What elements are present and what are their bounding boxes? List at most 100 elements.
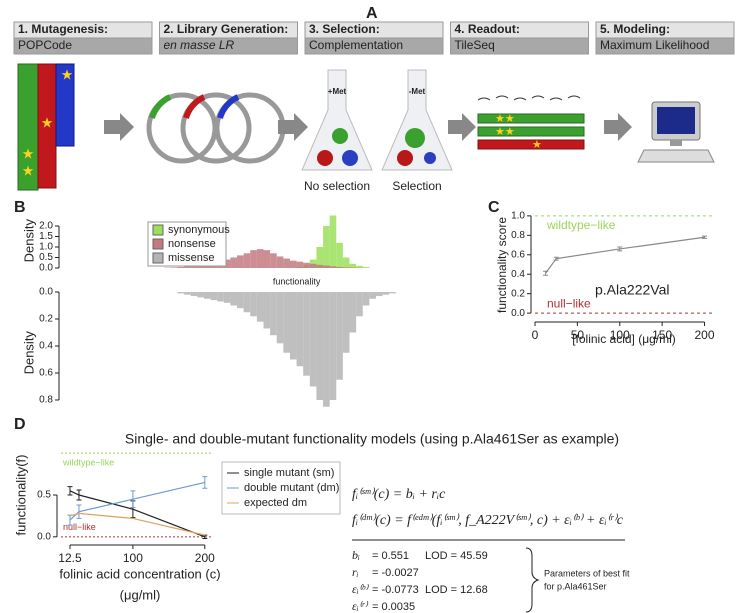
x-tick-label: 100 <box>123 551 143 565</box>
star: ★★ <box>495 113 515 125</box>
yeast <box>332 128 348 144</box>
histogram-bar <box>283 258 290 268</box>
histogram-bar <box>184 292 191 295</box>
step-title: 5. Modeling: <box>600 22 670 36</box>
keyboard <box>637 149 715 163</box>
histogram-bar <box>223 259 231 268</box>
histogram-bar <box>356 292 363 317</box>
histogram-bar <box>223 292 231 303</box>
histogram-bar <box>362 266 370 268</box>
legend-label: nonsense <box>168 238 216 250</box>
histogram-bar <box>237 255 244 268</box>
histogram-bar <box>283 292 290 353</box>
histogram-bar <box>296 292 304 367</box>
error-bar <box>130 490 136 509</box>
x-tick-label: 150 <box>652 328 672 342</box>
arrow <box>104 113 134 141</box>
legend-label: missense <box>168 252 214 264</box>
panel-label: D <box>14 416 26 433</box>
histogram-bar <box>329 292 337 400</box>
histogram-bar <box>362 292 370 306</box>
histogram-bar <box>329 266 337 268</box>
histogram-bar <box>336 266 343 268</box>
step-method <box>13 37 153 55</box>
histogram-bar <box>316 292 324 400</box>
histogram-bar <box>389 292 396 294</box>
histogram-bar <box>270 253 277 268</box>
series-line <box>69 481 205 521</box>
error-bar <box>553 256 559 261</box>
step-method <box>159 37 298 55</box>
series-line <box>69 512 205 536</box>
annotation: p.Ala222Val <box>595 282 669 298</box>
parameter-cell: = 0.0035 <box>372 601 415 613</box>
histogram-bar <box>342 257 350 268</box>
step-method <box>304 37 444 55</box>
histogram-bar <box>250 292 257 317</box>
read <box>477 113 585 124</box>
y-tick-label: 0.5 <box>37 490 51 501</box>
x-axis-label: folinic acid concentration (c) <box>59 566 220 581</box>
histogram-bar <box>309 292 317 387</box>
error-bar <box>617 246 623 252</box>
step-subtitle: Maximum Likelihood <box>600 38 709 52</box>
yeast <box>405 128 425 148</box>
histogram-bar <box>289 260 297 268</box>
histogram-bar <box>316 247 324 268</box>
x-axis-label: functionality <box>273 276 321 286</box>
error-bar <box>702 235 708 239</box>
chart-title: Single- and double-mutant functionality … <box>125 431 619 447</box>
step-title: 3. Selection: <box>309 22 380 36</box>
histogram-bar <box>184 266 191 268</box>
histogram-bar <box>369 292 376 299</box>
legend-label: synonymous <box>168 224 230 236</box>
histogram-bar <box>309 263 317 268</box>
histogram-bar <box>243 253 251 268</box>
parameter-cell: = -0.0773 <box>372 584 419 596</box>
histogram-bar <box>256 249 264 268</box>
histogram-bar <box>263 250 271 268</box>
flask-label: -Met <box>409 87 426 96</box>
panel-label: C <box>488 199 500 216</box>
parameter-cell: = -0.0027 <box>372 567 419 579</box>
histogram-bar <box>190 292 198 297</box>
reference-label: wildtype−like <box>546 218 616 232</box>
plasmid <box>180 92 252 164</box>
histogram-bar <box>203 292 211 299</box>
error-bar <box>76 504 82 519</box>
y-axis-label: Density <box>21 219 36 263</box>
error-bar <box>543 270 549 276</box>
step-method <box>595 37 735 55</box>
error-bar <box>202 476 208 489</box>
parameter-cell: rᵢ <box>352 565 359 579</box>
x-axis-label: [folinic acid] (μg/ml) <box>572 332 676 346</box>
y-axis-label: functionality score <box>495 217 509 313</box>
equation: fᵢ⁽ˢᵐ⁾(c) = bᵢ + rᵢc <box>352 487 446 502</box>
histogram-bar <box>296 261 304 268</box>
parameter-note: for p.Ala461Ser <box>544 581 607 591</box>
histogram-bar <box>289 292 297 360</box>
y-tick-label: 0.4 <box>39 341 53 352</box>
histogram-bar <box>256 292 264 322</box>
histogram-bar <box>323 265 330 268</box>
read <box>477 139 585 150</box>
arrow <box>604 113 632 141</box>
step-title: 4. Readout: <box>455 22 520 36</box>
histogram-bar <box>270 292 277 336</box>
step-method <box>450 37 589 55</box>
histogram-bar <box>323 292 330 407</box>
histogram-bar <box>170 267 178 268</box>
histogram-bar <box>210 292 218 301</box>
histogram-bar <box>342 267 350 268</box>
step-subtitle: TileSeq <box>455 38 495 52</box>
panel-label: A <box>366 5 378 22</box>
insert <box>217 94 240 119</box>
error-bar <box>67 486 73 496</box>
histogram-bar <box>177 266 185 268</box>
y-tick-label: 0.6 <box>511 249 525 260</box>
star: ★ <box>61 67 74 83</box>
x-tick-label: 50 <box>571 328 585 342</box>
star: ★ <box>41 115 54 131</box>
y-tick-label: 1.0 <box>39 242 53 253</box>
